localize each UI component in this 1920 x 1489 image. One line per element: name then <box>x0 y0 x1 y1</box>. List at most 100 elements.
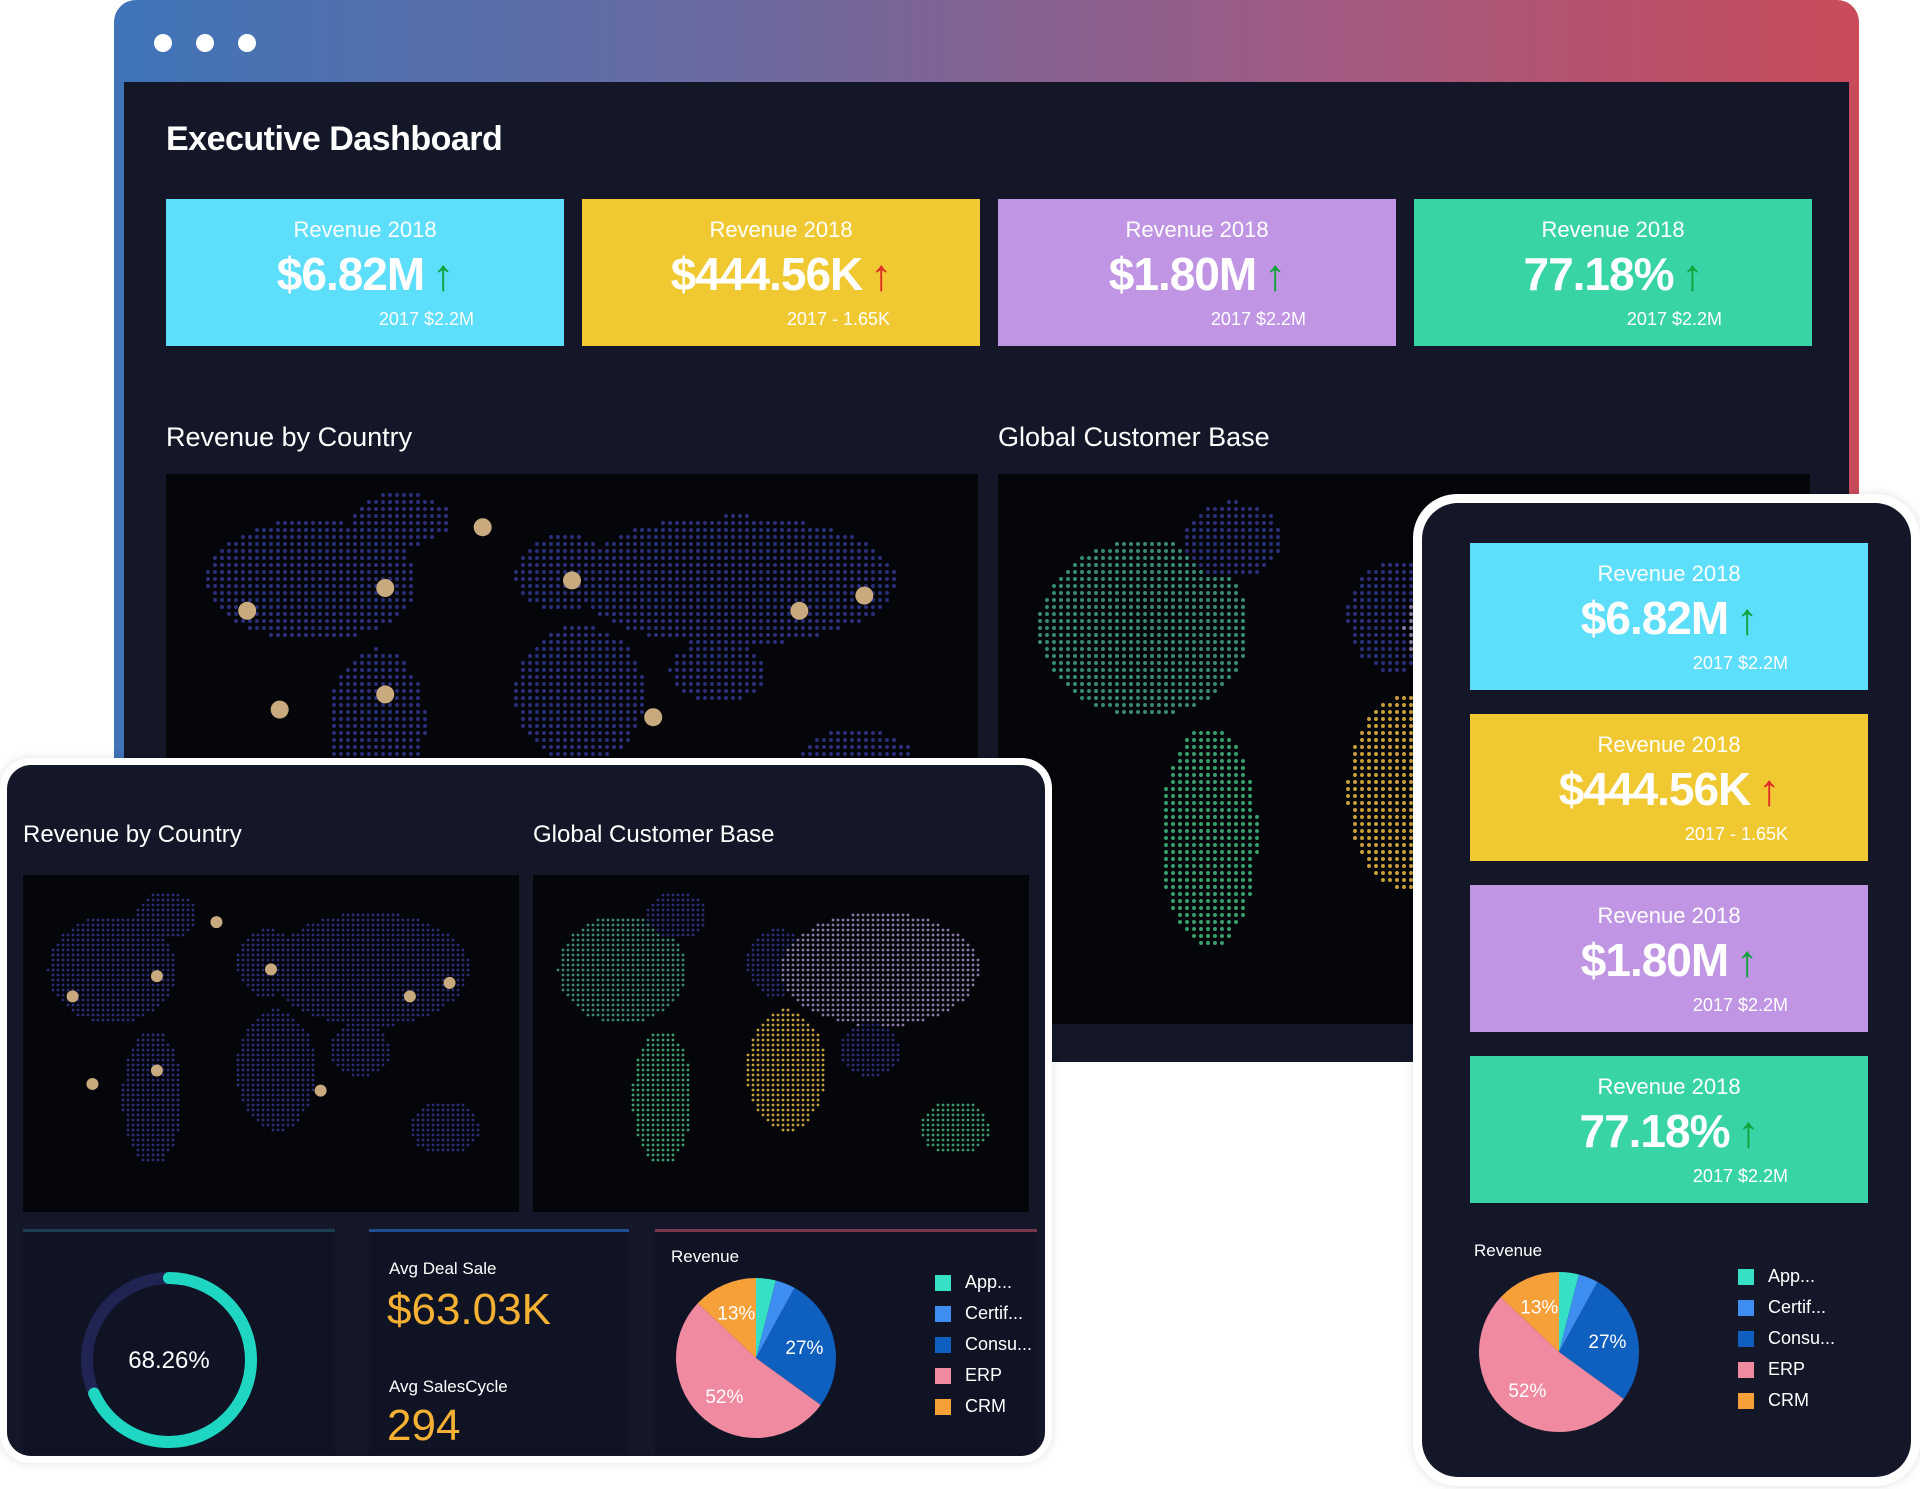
kpi-label: Revenue 2018 <box>293 217 437 242</box>
city-marker-icon[interactable] <box>314 1084 327 1097</box>
pie-data-label: 27% <box>1588 1332 1626 1353</box>
kpi-label: Revenue 2018 <box>1597 1074 1741 1099</box>
city-marker-icon[interactable] <box>403 990 416 1003</box>
kpi-value: $1.80M ↑ <box>1580 934 1758 986</box>
legend-label: CRM <box>1768 1390 1809 1410</box>
trend-arrow-icon: ↑ <box>1736 937 1758 986</box>
kpi-label: Revenue 2018 <box>1541 217 1685 242</box>
pie-slice-certif[interactable] <box>1559 1274 1598 1352</box>
city-marker-icon[interactable] <box>86 1077 99 1090</box>
revenue-legend: App... Certif... Consu... ERP CRM <box>935 1267 1032 1422</box>
legend-item[interactable]: Consu... <box>1738 1323 1835 1354</box>
pie-slice-consu[interactable] <box>1559 1281 1639 1400</box>
legend-item[interactable]: Consu... <box>935 1329 1032 1360</box>
progress-ring: 68.26% <box>81 1272 257 1448</box>
pie-slice-app[interactable] <box>756 1278 776 1358</box>
city-marker-icon[interactable] <box>265 963 277 976</box>
pie-slice-consu[interactable] <box>756 1287 836 1406</box>
city-marker-icon[interactable] <box>210 916 223 929</box>
pie-slice-crm[interactable] <box>1500 1272 1559 1352</box>
city-marker-icon[interactable] <box>790 601 809 620</box>
progress-ring-fill <box>81 1272 257 1448</box>
city-marker-icon[interactable] <box>855 586 874 605</box>
city-marker-icon[interactable] <box>644 708 663 727</box>
section-title-global-customer-base: Global Customer Base <box>998 422 1270 452</box>
kpi-value: $1.80M ↑ <box>1108 248 1286 300</box>
kpi-label: Revenue 2018 <box>1597 561 1741 586</box>
trend-arrow-icon: ↑ <box>432 251 454 300</box>
kpi-comparison: 2017 $2.2M <box>1692 653 1788 673</box>
legend-item[interactable]: App... <box>1738 1261 1835 1292</box>
kpi-card-revenue[interactable]: Revenue 2018 $444.56K ↑ 2017 - 1.65K <box>582 199 980 346</box>
legend-swatch <box>935 1274 951 1291</box>
city-marker-icon[interactable] <box>150 1064 163 1077</box>
legend-swatch <box>935 1367 951 1384</box>
kpi-card-revenue[interactable]: Revenue 2018 77.18% ↑ 2017 $2.2M <box>1470 1056 1868 1203</box>
pie-slice-certif[interactable] <box>756 1280 795 1358</box>
kpi-value: $444.56K ↑ <box>670 248 893 300</box>
kpi-value: 77.18% ↑ <box>1579 1105 1759 1157</box>
city-marker-icon[interactable] <box>563 571 581 590</box>
legend-item[interactable]: CRM <box>1738 1385 1835 1416</box>
kpi-label: Revenue 2018 <box>709 217 853 242</box>
gauge-card[interactable]: 68.26% <box>23 1229 335 1455</box>
kpi-label: Revenue 2018 <box>1597 732 1741 757</box>
city-marker-icon[interactable] <box>270 700 289 719</box>
legend-swatch <box>935 1398 951 1415</box>
card-accent-line <box>369 1229 629 1232</box>
revenue-chart-title: Revenue <box>671 1247 740 1266</box>
window-dot-minimize[interactable] <box>196 34 214 52</box>
window-dot-maximize[interactable] <box>238 34 256 52</box>
pie-data-label: 27% <box>785 1338 823 1359</box>
gauge-value: 68.26% <box>128 1347 209 1374</box>
legend-swatch <box>935 1305 951 1322</box>
trend-arrow-icon: ↑ <box>1758 766 1780 815</box>
avg-deal-value: $63.03K <box>387 1285 551 1334</box>
kpi-card-revenue[interactable]: Revenue 2018 $444.56K ↑ 2017 - 1.65K <box>1470 714 1868 861</box>
legend-label: Consu... <box>965 1334 1033 1354</box>
trend-arrow-icon: ↑ <box>1264 251 1286 300</box>
pie-data-label: 13% <box>1520 1297 1558 1318</box>
city-marker-icon[interactable] <box>66 990 79 1003</box>
tablet-device: Revenue by Country Global Customer Base … <box>0 758 1052 1463</box>
kpi-card-revenue[interactable]: Revenue 2018 $1.80M ↑ 2017 $2.2M <box>1470 885 1868 1032</box>
page-title: Executive Dashboard <box>166 120 503 158</box>
revenue-by-country-map[interactable] <box>23 875 519 1212</box>
city-marker-icon[interactable] <box>376 579 395 597</box>
revenue-chart-title: Revenue <box>1474 1241 1543 1260</box>
kpi-value: $6.82M ↑ <box>1580 592 1758 644</box>
revenue-pie-chart: 13% 27% 52% <box>676 1278 836 1438</box>
city-marker-icon[interactable] <box>443 976 456 989</box>
city-marker-icon[interactable] <box>376 685 395 704</box>
legend-item[interactable]: ERP <box>1738 1354 1835 1385</box>
city-marker-icon[interactable] <box>238 601 257 620</box>
pie-slice-crm[interactable] <box>697 1278 756 1358</box>
legend-item[interactable]: Certif... <box>935 1298 1032 1329</box>
avg-deal-label: Avg Deal Sale <box>389 1259 497 1278</box>
kpi-card-revenue[interactable]: Revenue 2018 $6.82M ↑ 2017 $2.2M <box>166 199 564 346</box>
global-customer-base-map[interactable] <box>533 875 1029 1212</box>
deal-metrics-card[interactable]: Avg Deal Sale $63.03K Avg SalesCycle 294 <box>369 1229 629 1455</box>
legend-item[interactable]: CRM <box>935 1391 1032 1422</box>
legend-item[interactable]: ERP <box>935 1360 1032 1391</box>
tablet-screen: Revenue by Country Global Customer Base … <box>7 765 1045 1456</box>
pie-slice-erp[interactable] <box>1479 1297 1624 1432</box>
legend-swatch <box>1738 1392 1754 1409</box>
pie-slice-app[interactable] <box>1559 1272 1579 1352</box>
pie-data-label: 13% <box>717 1303 755 1324</box>
legend-label: ERP <box>1768 1359 1806 1379</box>
city-marker-icon[interactable] <box>150 970 163 983</box>
revenue-pie-card[interactable]: Revenue 13% 27% 52% App... Certif... Consu..… <box>655 1229 1037 1455</box>
city-marker-icon[interactable] <box>473 518 492 537</box>
legend-item[interactable]: Certif... <box>1738 1292 1835 1323</box>
window-dot-close[interactable] <box>154 34 172 52</box>
legend-item[interactable]: App... <box>935 1267 1032 1298</box>
kpi-value: $6.82M ↑ <box>276 248 454 300</box>
window-controls <box>154 34 256 52</box>
phone-device: Revenue 2018 $6.82M ↑ 2017 $2.2M Revenue … <box>1413 494 1920 1486</box>
kpi-card-revenue[interactable]: Revenue 2018 77.18% ↑ 2017 $2.2M <box>1414 199 1812 346</box>
pie-slice-erp[interactable] <box>676 1303 821 1438</box>
kpi-card-revenue[interactable]: Revenue 2018 $6.82M ↑ 2017 $2.2M <box>1470 543 1868 690</box>
kpi-comparison: 2017 $2.2M <box>1626 309 1722 329</box>
kpi-card-revenue[interactable]: Revenue 2018 $1.80M ↑ 2017 $2.2M <box>998 199 1396 346</box>
